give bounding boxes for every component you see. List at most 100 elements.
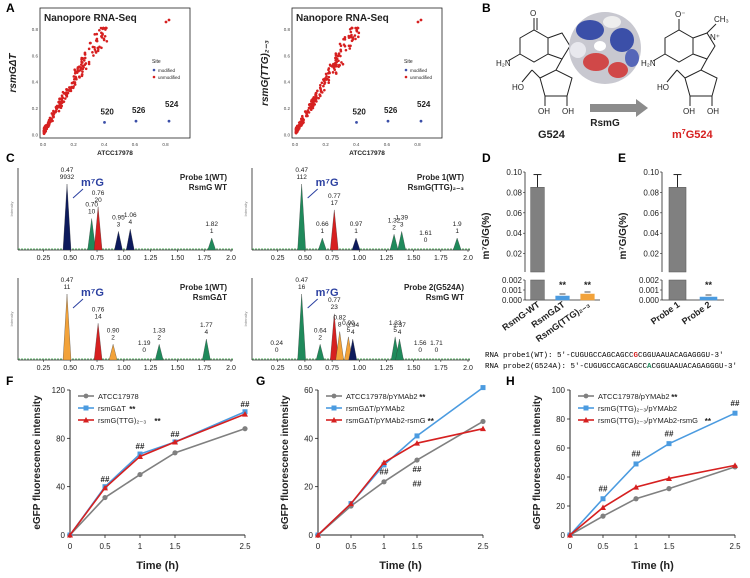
unmodified-point — [96, 49, 100, 53]
unmodified-point — [93, 33, 97, 36]
legend-label: ATCC17978 — [98, 392, 139, 401]
y-tick-label: 0.06 — [643, 209, 659, 218]
unmodified-point — [93, 48, 97, 51]
unmodified-point — [78, 75, 81, 78]
guanine-structure — [507, 18, 573, 106]
probe1-post: CGGUAAUACAGAGGGU-3' — [638, 352, 724, 360]
x-tick-label: 1.5 — [169, 542, 181, 551]
site-label: 520 — [101, 107, 115, 116]
x-tick-label: 0.25 — [37, 365, 51, 372]
legend-modified: modified — [158, 68, 176, 73]
y-tick-label: 80 — [56, 434, 65, 443]
y-axis-title: eGFP fluorescence intensity — [32, 395, 43, 530]
y-tick-label: 0.10 — [643, 168, 659, 177]
significance-mark: ** — [705, 280, 713, 290]
m7g-peak-label: m⁷G — [316, 287, 339, 299]
scatter-y-tick: 0.2 — [32, 106, 39, 111]
unmodified-point — [87, 60, 91, 64]
scatter-y-tick: 0.0 — [32, 133, 39, 138]
series-line — [569, 466, 736, 536]
rna-sequences: RNA probe1(WT): 5'-CUGUGCCAGCAGCCGCGGUAA… — [485, 352, 737, 371]
unmodified-point — [327, 71, 331, 75]
x-axis-title: Time (h) — [631, 560, 674, 572]
peak-time: 1.61 — [419, 230, 432, 237]
scatter-x-tick: 0.2 — [71, 142, 78, 147]
data-point — [480, 425, 486, 432]
peak-time: 0.95 — [112, 214, 125, 221]
data-point — [414, 433, 420, 439]
scatter-frame — [39, 7, 191, 139]
unmodified-point — [327, 81, 331, 85]
peak — [330, 313, 339, 361]
trace-title: Probe 2(G524A) — [404, 283, 464, 292]
scatter-x-tick: 0.8 — [414, 142, 421, 147]
unmodified-point — [336, 54, 340, 58]
peak-value: 4 — [351, 329, 355, 336]
peak — [207, 237, 216, 251]
legend-label: rsmGΔT/pYMAb2-rsmG — [346, 416, 426, 425]
legend-label: rsmG(TTG)₂₋₃ — [98, 416, 146, 425]
x-tick-label: 1.75 — [434, 255, 448, 262]
scatter-x-tick: 0.6 — [132, 142, 139, 147]
scatter-y-tick: 0.2 — [284, 106, 291, 111]
unmodified-point — [81, 70, 84, 73]
panel-label-d: D — [482, 151, 491, 165]
peak-value: 16 — [298, 284, 306, 291]
scatter-y-tick: 0.6 — [284, 53, 291, 58]
reaction-arrow — [590, 99, 648, 117]
peak — [62, 183, 72, 251]
data-point — [666, 486, 672, 492]
scatter-title: Nanopore RNA-Seq — [296, 13, 389, 24]
legend-label: rsmG(TTG)₂₋₃/pYMAb2 — [598, 404, 677, 413]
peak-value: 0 — [142, 347, 146, 354]
x-tick-label: 1.25 — [144, 365, 158, 372]
y-axis-label: Intensity — [243, 312, 248, 327]
peak-time: 0.64 — [314, 327, 327, 334]
legend-title: Site — [404, 59, 413, 65]
data-point — [172, 438, 178, 445]
m7g524-prefix: m — [672, 129, 682, 141]
data-point — [102, 484, 108, 491]
unmodified-point — [52, 112, 56, 116]
x-tick-label: 1.00 — [352, 365, 366, 372]
unmodified-point — [355, 26, 359, 30]
peak-value: 8 — [338, 322, 342, 329]
y-axis-title: m⁷G/G(%) — [618, 213, 629, 260]
x-axis-title: Time (h) — [379, 560, 422, 572]
trace-subtitle: RsmG WT — [426, 293, 464, 302]
unmodified-point — [341, 62, 345, 66]
unmodified-point — [96, 46, 100, 50]
unmodified-point — [337, 52, 341, 55]
peak-value: 112 — [296, 174, 307, 181]
ho-group: HO — [512, 83, 524, 92]
unmodified-point — [338, 42, 342, 46]
unmodified-point — [335, 57, 339, 61]
unmodified-point — [81, 61, 84, 64]
unmodified-point — [357, 35, 360, 39]
legend-title: Site — [152, 59, 161, 65]
data-point — [666, 441, 672, 447]
legend-unmodified: unmodified — [158, 75, 181, 80]
unmodified-point — [335, 64, 338, 68]
probe1-pre: 5'-CUGUGCCAGCAGCC — [557, 352, 634, 360]
x-tick-label: 1.25 — [380, 365, 394, 372]
peak — [351, 237, 361, 251]
data-point — [381, 459, 387, 465]
peak-value: 1 — [354, 228, 358, 235]
chromatogram-3: 0.25 0.50 0.75 1.00 1.25 1.50 1.75 2.00.2400.47… — [243, 277, 473, 372]
legend-significance: ** — [428, 417, 435, 426]
peak-time: 1.37 — [393, 322, 406, 329]
unmodified-point — [63, 91, 67, 95]
unmodified-point — [296, 124, 299, 128]
series-line — [69, 411, 246, 536]
panel-label-a: A — [6, 1, 15, 15]
unmodified-point — [84, 67, 88, 71]
data-point — [732, 462, 738, 468]
o-atom: O — [530, 9, 536, 18]
unmodified-point — [315, 96, 318, 99]
site-label: 526 — [384, 106, 398, 115]
unmodified-point — [335, 60, 339, 64]
modified-point — [386, 119, 390, 123]
unmodified-point — [294, 131, 298, 134]
